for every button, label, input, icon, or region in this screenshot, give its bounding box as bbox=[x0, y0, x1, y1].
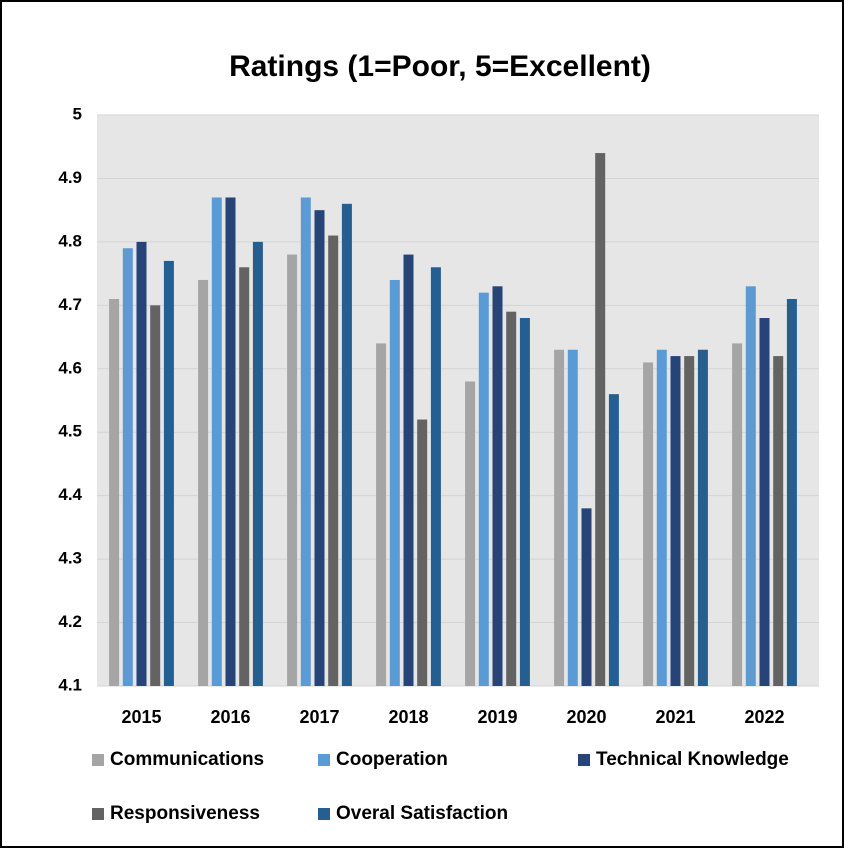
bar bbox=[150, 305, 161, 686]
bar bbox=[328, 235, 339, 687]
x-tick-label: 2021 bbox=[655, 707, 695, 727]
bar bbox=[163, 260, 174, 686]
bar bbox=[417, 419, 428, 686]
bar bbox=[430, 267, 441, 686]
legend-swatch bbox=[578, 754, 590, 766]
bar bbox=[684, 356, 695, 686]
legend-label: Technical Knowledge bbox=[596, 749, 789, 770]
bar bbox=[225, 197, 236, 686]
bar bbox=[670, 356, 681, 686]
bar bbox=[745, 286, 756, 686]
y-tick-label: 4.6 bbox=[58, 358, 82, 377]
bar bbox=[786, 298, 797, 686]
bar bbox=[252, 241, 263, 686]
bar bbox=[492, 286, 503, 686]
bar bbox=[732, 343, 743, 686]
bar bbox=[341, 203, 352, 687]
legend-label: Overal Satisfaction bbox=[336, 803, 508, 824]
bar bbox=[198, 279, 209, 686]
bar bbox=[506, 311, 517, 686]
y-tick-label: 4.3 bbox=[58, 549, 82, 568]
bar bbox=[608, 394, 619, 686]
bar bbox=[300, 197, 311, 686]
bar bbox=[211, 197, 222, 686]
bar bbox=[314, 210, 325, 686]
bar bbox=[478, 292, 489, 686]
bar bbox=[287, 254, 298, 687]
legend-label: Cooperation bbox=[336, 749, 448, 770]
y-tick-label: 4.5 bbox=[58, 422, 82, 441]
bar bbox=[403, 254, 414, 687]
bar bbox=[519, 318, 530, 686]
x-tick-label: 2017 bbox=[299, 707, 339, 727]
legend-swatch bbox=[318, 754, 330, 766]
y-tick-label: 4.4 bbox=[58, 485, 82, 504]
y-tick-label: 4.1 bbox=[58, 675, 82, 694]
bar bbox=[239, 267, 250, 686]
bar bbox=[389, 279, 400, 686]
legend-swatch bbox=[92, 808, 104, 820]
x-tick-label: 2019 bbox=[477, 707, 517, 727]
bar bbox=[595, 153, 606, 687]
bar bbox=[773, 356, 784, 686]
y-tick-label: 4.7 bbox=[58, 295, 82, 314]
y-tick-label: 4.9 bbox=[58, 168, 82, 187]
legend-swatch bbox=[92, 754, 104, 766]
x-tick-label: 2018 bbox=[388, 707, 428, 727]
y-tick-label: 5 bbox=[73, 104, 82, 123]
x-tick-label: 2015 bbox=[121, 707, 161, 727]
bar bbox=[109, 298, 120, 686]
bar bbox=[567, 349, 578, 686]
legend-label: Communications bbox=[110, 749, 264, 770]
legend-label: Responsiveness bbox=[110, 803, 260, 824]
bar bbox=[643, 362, 654, 686]
bar bbox=[656, 349, 667, 686]
y-tick-label: 4.8 bbox=[58, 231, 82, 250]
bar bbox=[581, 508, 592, 686]
x-tick-label: 2020 bbox=[566, 707, 606, 727]
legend-swatch bbox=[318, 808, 330, 820]
chart-title: Ratings (1=Poor, 5=Excellent) bbox=[229, 50, 651, 83]
x-tick-label: 2022 bbox=[744, 707, 784, 727]
bar bbox=[376, 343, 387, 686]
bar bbox=[465, 381, 476, 686]
bar bbox=[554, 349, 565, 686]
bar bbox=[122, 248, 133, 686]
bar bbox=[759, 318, 770, 686]
bar bbox=[136, 241, 147, 686]
y-tick-label: 4.2 bbox=[58, 612, 82, 631]
x-tick-label: 2016 bbox=[210, 707, 250, 727]
bar bbox=[697, 349, 708, 686]
